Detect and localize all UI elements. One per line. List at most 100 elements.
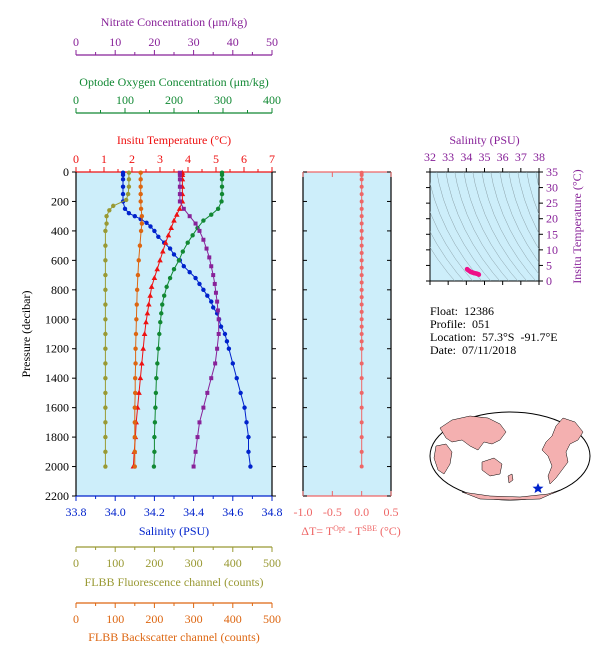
oxygen-point bbox=[162, 293, 167, 298]
pressure-tick-label: 2200 bbox=[45, 489, 69, 503]
temperature-point bbox=[176, 205, 183, 211]
nitrate-point bbox=[193, 221, 198, 226]
oxygen-point bbox=[190, 233, 195, 238]
oxygen-point bbox=[153, 405, 158, 410]
backscatter-point bbox=[134, 302, 139, 307]
pressure-tick-label: 1000 bbox=[45, 312, 69, 326]
salinity-point bbox=[224, 339, 230, 344]
fluorescence-point bbox=[107, 208, 112, 213]
fluorescence-point bbox=[103, 331, 108, 337]
salinity-point bbox=[201, 287, 206, 293]
delta-point bbox=[359, 405, 364, 410]
ts-salinity-tick-label: 37 bbox=[515, 150, 527, 164]
delta-point bbox=[359, 199, 364, 204]
salinity-point bbox=[238, 390, 243, 396]
ts-temp-tick-label: 10 bbox=[546, 243, 558, 257]
delta-axis-label-sup: Opt bbox=[333, 524, 346, 533]
delta-point bbox=[359, 339, 364, 344]
pressure-tick-label: 1200 bbox=[45, 342, 69, 356]
salinity-point bbox=[234, 375, 239, 381]
oxygen-point bbox=[152, 449, 157, 455]
salinity-point bbox=[211, 305, 216, 310]
fluorescence-line bbox=[104, 172, 130, 467]
salinity-point bbox=[120, 172, 126, 178]
salinity-point bbox=[171, 252, 177, 257]
fluorescence-point bbox=[126, 177, 132, 182]
salinity-tick-label: 34.6 bbox=[222, 505, 243, 519]
delta-point bbox=[359, 172, 364, 177]
oxygen-point bbox=[153, 390, 159, 396]
world-map bbox=[429, 411, 591, 501]
delta-point bbox=[359, 390, 364, 395]
ts-temp-tick-label: 25 bbox=[546, 196, 558, 210]
delta-tick-label: -0.5 bbox=[323, 505, 342, 519]
ts-temp-tick-label: 35 bbox=[546, 165, 558, 179]
backscatter-point bbox=[138, 228, 144, 234]
delta-point bbox=[359, 449, 364, 454]
fluorescence-point bbox=[103, 258, 108, 263]
oxygen-point bbox=[155, 361, 160, 366]
nitrate-point bbox=[216, 332, 221, 336]
profile-panel-bg bbox=[76, 172, 272, 496]
salinity-point bbox=[226, 346, 232, 351]
pressure-tick-label: 0 bbox=[63, 165, 69, 179]
map-land-nz bbox=[507, 473, 514, 484]
ts-density-contour bbox=[430, 211, 474, 281]
ts-density-contour bbox=[472, 172, 528, 281]
oxygen-point bbox=[219, 191, 225, 197]
backscatter-point bbox=[133, 346, 138, 351]
backscatter-point bbox=[139, 221, 145, 226]
fluorescence-point bbox=[103, 346, 108, 351]
backscatter-tick-label: 300 bbox=[185, 612, 203, 626]
oxygen-axis-label: Optode Oxygen Concentration (μm/kg) bbox=[79, 75, 268, 89]
delta-point bbox=[359, 184, 364, 189]
oxygen-point bbox=[167, 275, 173, 281]
delta-point bbox=[359, 376, 364, 381]
backscatter-tick-label: 0 bbox=[73, 612, 79, 626]
fluorescence-tick-label: 300 bbox=[185, 556, 203, 570]
fluorescence-point bbox=[103, 228, 108, 234]
nitrate-tick-label: 10 bbox=[109, 35, 121, 49]
delta-point bbox=[359, 221, 364, 226]
delta-axis-label-part: (°C) bbox=[377, 524, 401, 538]
oxygen-point bbox=[154, 375, 159, 381]
ts-density-contour bbox=[499, 172, 539, 263]
delta-point bbox=[359, 177, 364, 182]
ts-density-contour bbox=[436, 172, 492, 281]
nitrate-point bbox=[181, 206, 186, 211]
nitrate-point bbox=[177, 177, 182, 182]
map-land-australia bbox=[481, 457, 503, 477]
nitrate-point bbox=[187, 214, 192, 219]
nitrate-point bbox=[197, 228, 202, 233]
oxygen-tick-label: 400 bbox=[263, 93, 281, 107]
delta-point bbox=[359, 309, 364, 314]
ts-temp-tick-label: 20 bbox=[546, 212, 558, 226]
backscatter-point bbox=[136, 258, 141, 263]
oxygen-point bbox=[152, 420, 158, 425]
temperature-tick-label: 1 bbox=[101, 152, 107, 166]
delta-point bbox=[359, 214, 364, 219]
salinity-point bbox=[181, 264, 186, 269]
ts-density-contour bbox=[490, 172, 539, 275]
delta-axis-label: ΔT= TOpt - TSBE (°C) bbox=[301, 524, 401, 539]
temperature-axis-label: Insitu Temperature (°C) bbox=[117, 133, 231, 147]
salinity-point bbox=[120, 191, 126, 197]
temperature-tick-label: 2 bbox=[129, 152, 135, 166]
salinity-point bbox=[242, 405, 247, 410]
temperature-point bbox=[168, 224, 174, 230]
nitrate-point bbox=[215, 299, 220, 304]
delta-point bbox=[359, 317, 364, 322]
fluorescence-point bbox=[103, 272, 108, 278]
pressure-tick-label: 1400 bbox=[45, 371, 69, 385]
salinity-axis-label: Salinity (PSU) bbox=[139, 524, 209, 538]
pressure-tick-label: 1600 bbox=[45, 401, 69, 415]
delta-point bbox=[359, 435, 364, 440]
salinity-point bbox=[193, 275, 198, 281]
ts-salinity-tick-label: 36 bbox=[497, 150, 509, 164]
ts-density-contour bbox=[430, 246, 456, 281]
salinity-point bbox=[244, 420, 249, 425]
salinity-point bbox=[246, 449, 251, 455]
oxygen-point bbox=[160, 302, 165, 307]
ts-density-contour bbox=[481, 172, 537, 281]
salinity-point bbox=[144, 220, 149, 226]
